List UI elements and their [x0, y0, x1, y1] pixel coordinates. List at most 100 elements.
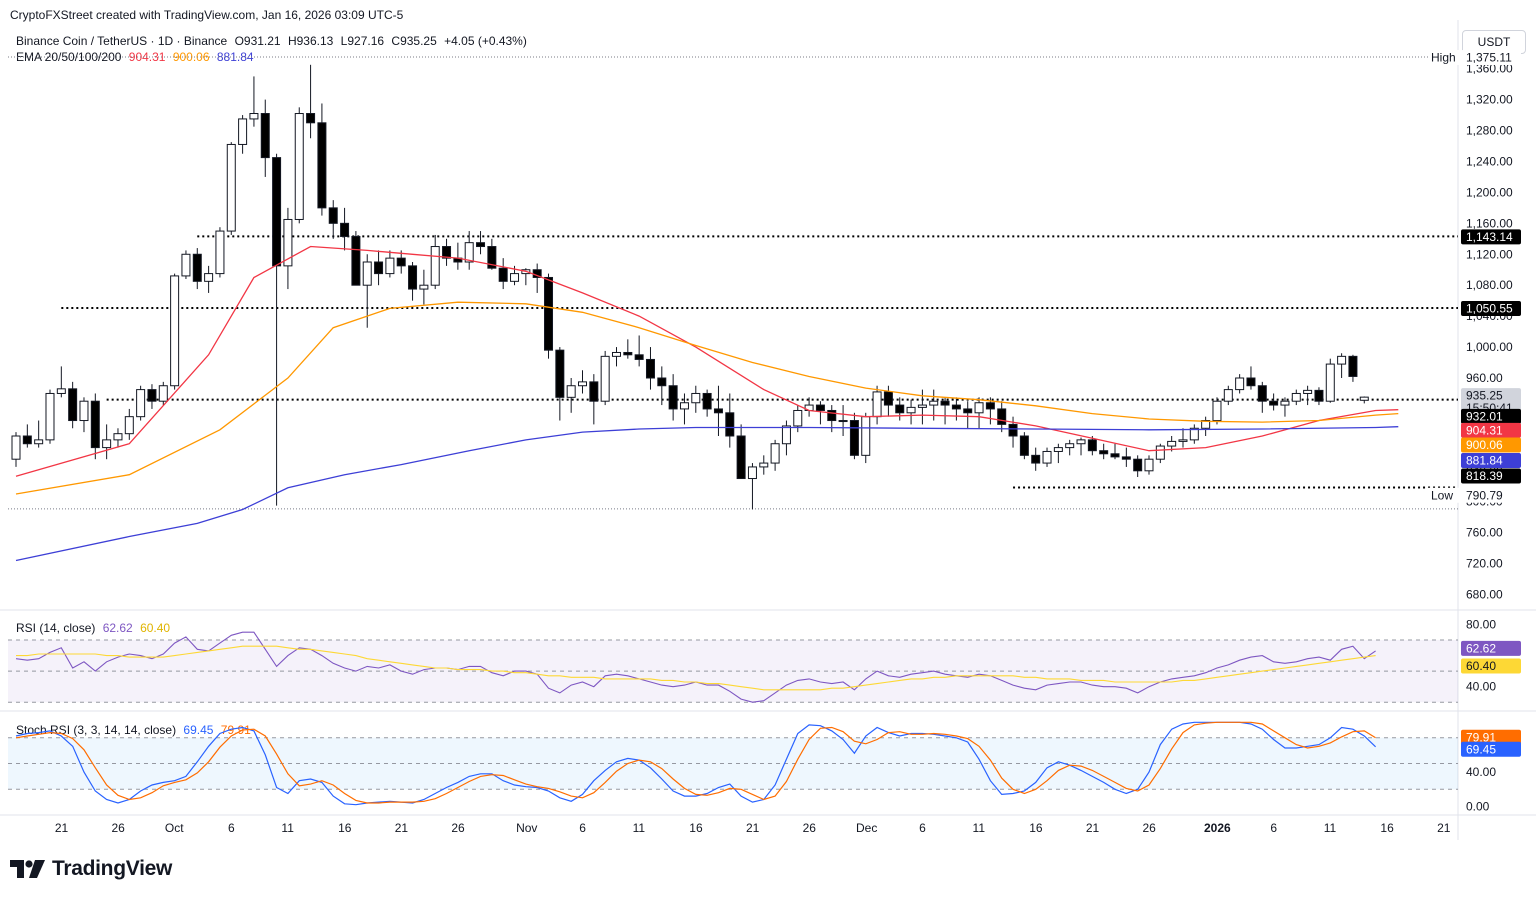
candle-bearish[interactable] [1087, 439, 1097, 452]
candle-bearish[interactable] [328, 207, 338, 224]
candle-bearish[interactable] [849, 420, 859, 456]
candle-bullish[interactable] [1178, 439, 1188, 442]
candle-bullish[interactable] [158, 385, 168, 402]
candle-bullish[interactable] [1076, 439, 1086, 445]
candle-bearish[interactable] [306, 113, 316, 124]
candle-bullish[interactable] [1303, 389, 1313, 394]
candle-bullish[interactable] [917, 404, 927, 408]
candle-bullish[interactable] [124, 416, 134, 435]
candle-bearish[interactable] [396, 257, 406, 267]
candle-bearish[interactable] [147, 389, 157, 402]
candle-bullish[interactable] [1291, 392, 1301, 402]
candle-bearish[interactable] [827, 409, 837, 422]
rsi-title[interactable]: RSI (14, close) [16, 621, 96, 635]
candle-bearish[interactable] [555, 349, 565, 398]
candle-bullish[interactable] [691, 392, 701, 404]
candle-bearish[interactable] [476, 242, 486, 248]
candle-bullish[interactable] [294, 113, 304, 220]
candle-bullish[interactable] [464, 242, 474, 263]
candle-bullish[interactable] [45, 392, 55, 441]
candle-bearish[interactable] [963, 408, 973, 414]
candle-bullish[interactable] [102, 439, 112, 449]
candle-bearish[interactable] [634, 354, 644, 360]
candle-bullish[interactable] [113, 433, 123, 441]
candle-bullish[interactable] [238, 118, 248, 145]
candle-bearish[interactable] [1008, 423, 1018, 437]
candle-bullish[interactable] [510, 273, 520, 282]
candle-bullish[interactable] [566, 385, 576, 398]
candle-bearish[interactable] [713, 408, 723, 414]
candle-bearish[interactable] [895, 404, 905, 414]
candle-bullish[interactable] [1167, 440, 1177, 447]
candle-bullish[interactable] [1325, 363, 1335, 402]
candle-bearish[interactable] [1257, 385, 1267, 402]
tradingview-logo[interactable]: TradingView [10, 856, 172, 882]
candle-bearish[interactable] [815, 404, 825, 411]
candle-bullish[interactable] [872, 391, 882, 418]
candle-bearish[interactable] [985, 402, 995, 410]
candle-bullish[interactable] [861, 416, 871, 456]
candle-bullish[interactable] [385, 257, 395, 275]
candle-bullish[interactable] [793, 409, 803, 427]
candle-bullish[interactable] [974, 402, 984, 414]
candle-bearish[interactable] [442, 246, 452, 259]
candle-bearish[interactable] [940, 400, 950, 406]
candle-bullish[interactable] [759, 462, 769, 468]
candle-bearish[interactable] [272, 157, 282, 267]
candle-bearish[interactable] [1246, 377, 1256, 387]
candle-bearish[interactable] [192, 253, 202, 282]
candle-bullish[interactable] [1155, 445, 1165, 460]
candle-bullish[interactable] [419, 284, 429, 290]
candle-bullish[interactable] [1235, 377, 1245, 391]
candle-bullish[interactable] [79, 400, 89, 422]
candle-bullish[interactable] [1223, 389, 1233, 402]
candle-bearish[interactable] [544, 276, 554, 351]
candle-bullish[interactable] [1337, 355, 1347, 365]
candle-bearish[interactable] [589, 381, 599, 402]
candle-bullish[interactable] [170, 275, 180, 387]
candle-bullish[interactable] [215, 230, 225, 275]
candle-bullish[interactable] [578, 381, 587, 387]
candle-bullish[interactable] [136, 389, 146, 418]
candle-bearish[interactable] [1121, 456, 1131, 460]
candle-bearish[interactable] [498, 267, 508, 282]
candle-bullish[interactable] [1201, 420, 1211, 429]
candle-bullish[interactable] [770, 443, 780, 464]
candle-bearish[interactable] [725, 412, 735, 437]
candle-bullish[interactable] [1189, 427, 1199, 441]
candle-bullish[interactable] [747, 466, 757, 480]
candle-bearish[interactable] [657, 377, 667, 387]
candle-bearish[interactable] [90, 400, 100, 449]
candle-bearish[interactable] [1314, 389, 1324, 402]
candle-bearish[interactable] [1133, 458, 1143, 472]
candle-bullish[interactable] [1212, 400, 1222, 422]
candle-bearish[interactable] [1348, 355, 1358, 377]
candle-bullish[interactable] [283, 218, 293, 267]
candle-bearish[interactable] [317, 122, 327, 209]
candle-bearish[interactable] [374, 261, 384, 275]
candle-bullish[interactable] [34, 439, 44, 445]
candle-bearish[interactable] [340, 222, 350, 237]
candle-bullish[interactable] [226, 143, 236, 232]
candle-bullish[interactable] [600, 355, 610, 402]
candle-bullish[interactable] [929, 400, 939, 406]
candle-bearish[interactable] [1019, 435, 1029, 456]
candle-bullish[interactable] [838, 420, 848, 423]
symbol-name[interactable]: Binance Coin / TetherUS · 1D · Binance [16, 34, 228, 48]
candle-bearish[interactable] [1269, 400, 1279, 406]
candle-bullish[interactable] [1280, 400, 1290, 406]
candle-bullish[interactable] [906, 406, 916, 414]
candle-bullish[interactable] [249, 113, 259, 120]
candle-bullish[interactable] [181, 253, 191, 277]
candle-bearish[interactable] [736, 435, 746, 480]
candle-bearish[interactable] [260, 113, 270, 159]
candle-bullish[interactable] [362, 261, 372, 286]
candle-bearish[interactable] [668, 385, 678, 410]
candle-bullish[interactable] [430, 246, 440, 286]
candle-bullish[interactable] [56, 388, 66, 394]
candle-bullish[interactable] [1144, 458, 1154, 472]
candle-bearish[interactable] [408, 265, 418, 290]
candle-bearish[interactable] [22, 435, 32, 445]
candle-bearish[interactable] [951, 404, 961, 410]
